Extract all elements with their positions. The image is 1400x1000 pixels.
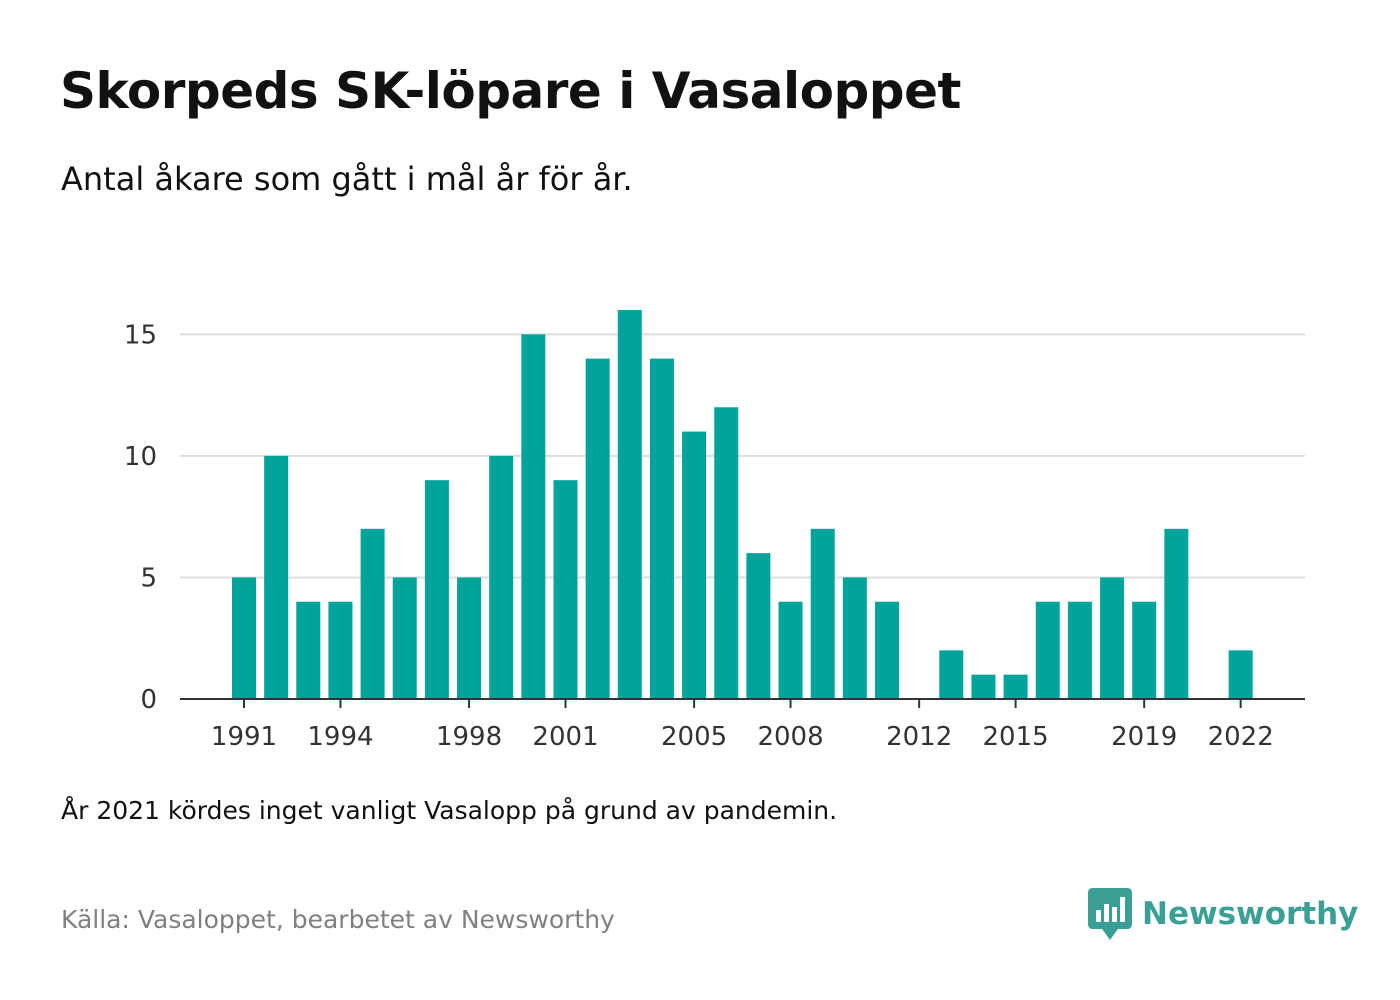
bar-2008: [778, 601, 803, 699]
bar-1996: [392, 577, 417, 699]
bar-2006: [714, 407, 739, 699]
x-tick-label-2012: 2012: [886, 722, 952, 752]
bar-2011: [875, 601, 899, 699]
bar-2013: [939, 650, 964, 699]
bar-2010: [842, 577, 867, 699]
bar-2018: [1100, 577, 1125, 699]
bar-2005: [682, 431, 707, 699]
brand-name: Newsworthy: [1142, 896, 1359, 932]
bar-2001: [553, 480, 578, 699]
x-axis-ticks: 1991 1994 1998 2001 2005 2008 2012 2015 2019 2022: [211, 699, 1274, 752]
bar-2017: [1067, 601, 1092, 699]
bar-2002: [585, 358, 610, 699]
newsworthy-brand: Newsworthy: [1088, 888, 1358, 940]
bar-2015: [1003, 674, 1028, 699]
newsworthy-bar-chart-logo-icon: [1088, 888, 1132, 940]
y-tick-label-0: 0: [140, 685, 157, 715]
bar-2014: [971, 674, 996, 699]
bar-1994: [328, 601, 353, 699]
bar-1998: [457, 577, 482, 699]
bar-1997: [424, 480, 449, 699]
y-tick-label-10: 10: [124, 442, 157, 472]
x-tick-label-2005: 2005: [661, 722, 727, 752]
x-tick-label-2022: 2022: [1208, 722, 1274, 752]
bar-1993: [296, 601, 321, 699]
y-tick-label-15: 15: [124, 320, 157, 350]
bar-2016: [1035, 601, 1060, 699]
bar-2004: [649, 358, 674, 699]
bar-2020: [1164, 528, 1189, 699]
bar-chart: 0 5 10 15 1991 1994 1998 2001 2005 2008 2012 2015 2…: [124, 310, 1305, 752]
y-tick-label-5: 5: [140, 563, 157, 593]
bar-1992: [264, 455, 289, 699]
x-tick-label-1998: 1998: [436, 722, 502, 752]
y-axis-ticks: 0 5 10 15: [124, 320, 157, 715]
x-tick-label-2015: 2015: [983, 722, 1049, 752]
bar-2019: [1132, 601, 1157, 699]
x-tick-label-2001: 2001: [532, 722, 598, 752]
x-tick-label-1991: 1991: [211, 722, 277, 752]
bar-1991: [232, 577, 256, 699]
bar-2022: [1228, 650, 1253, 699]
bars: [232, 310, 1253, 699]
bar-2000: [521, 334, 546, 699]
bar-2003: [617, 310, 642, 699]
x-tick-label-2008: 2008: [757, 722, 823, 752]
bar-2009: [810, 528, 835, 699]
chart-title: Skorpeds SK-löpare i Vasaloppet: [60, 62, 961, 120]
bar-1999: [489, 455, 514, 699]
x-tick-label-1994: 1994: [307, 722, 373, 752]
bar-2007: [746, 553, 771, 699]
grid-lines: [180, 333, 1305, 579]
source-credit: Källa: Vasaloppet, bearbetet av Newswort…: [61, 905, 615, 934]
chart-footnote: År 2021 kördes inget vanligt Vasalopp på…: [61, 796, 838, 825]
x-tick-label-2019: 2019: [1111, 722, 1177, 752]
chart-subtitle: Antal åkare som gått i mål år för år.: [61, 160, 633, 198]
bar-1995: [360, 528, 385, 699]
